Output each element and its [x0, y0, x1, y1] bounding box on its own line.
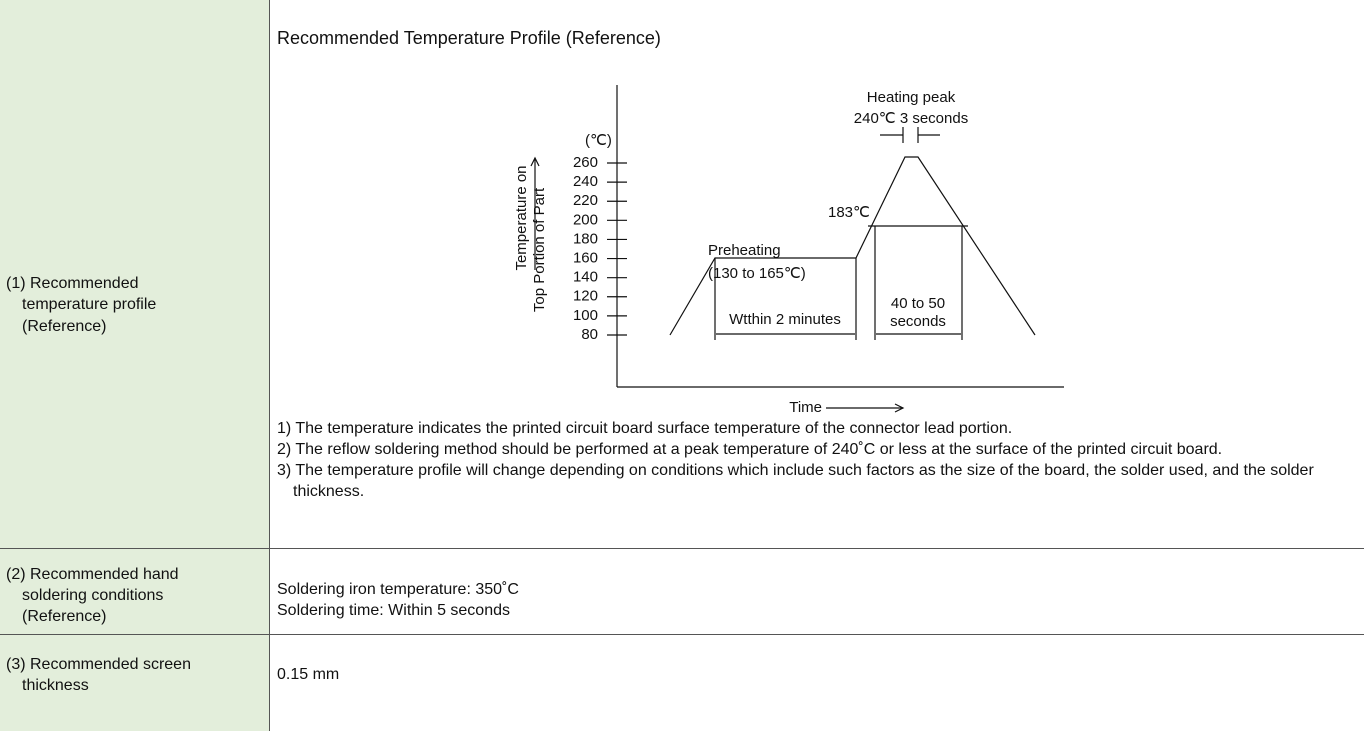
- preheat-time: Wtthin 2 minutes: [729, 311, 841, 328]
- label-cell: [0, 548, 270, 634]
- note: 1) The temperature indicates the printed…: [277, 420, 1013, 437]
- melt-time: seconds: [890, 313, 946, 330]
- note: 3) The temperature profile will change d…: [277, 462, 1314, 500]
- y-axis-label: Temperature on: [513, 165, 530, 270]
- row-divider: [0, 634, 1364, 635]
- y-tick-label: 240: [573, 173, 598, 190]
- row-label: (Reference): [22, 318, 107, 335]
- note: 2) The reflow soldering method should be…: [277, 441, 1223, 458]
- content: Soldering iron temperature: 350˚C: [277, 581, 519, 598]
- row-label: thickness: [22, 677, 89, 694]
- y-tick-label: 100: [573, 307, 598, 324]
- melt-label: 183℃: [828, 204, 870, 221]
- label-cell: [0, 0, 270, 548]
- temperature-profile-diagram: (℃) Temperature on Top Portion of Part T…: [513, 85, 1064, 416]
- y-tick-label: 120: [573, 288, 598, 305]
- y-tick-label: 160: [573, 250, 598, 267]
- row-label: (2) Recommended hand: [6, 566, 179, 583]
- preheat-label: Preheating: [708, 242, 781, 259]
- row-label: (Reference): [22, 608, 107, 625]
- y-tick-label: 140: [573, 269, 598, 286]
- row-label: temperature profile: [22, 296, 157, 313]
- x-axis-label: Time: [789, 399, 822, 416]
- content: 0.15 mm: [277, 666, 340, 683]
- notes: 1) The temperature indicates the printed…: [277, 418, 1359, 502]
- content: Soldering time: Within 5 seconds: [277, 602, 510, 619]
- heading: Recommended Temperature Profile (Referen…: [277, 28, 661, 48]
- row-label: (3) Recommended screen: [6, 656, 191, 673]
- peak-label: 240℃ 3 seconds: [854, 110, 968, 127]
- y-unit: (℃): [585, 132, 612, 149]
- label-cell: [0, 634, 270, 731]
- melt-time: 40 to 50: [891, 295, 945, 312]
- y-tick-label: 180: [573, 230, 598, 247]
- y-tick-label: 80: [581, 326, 598, 343]
- y-axis-label: Top Portion of Part: [531, 187, 548, 312]
- arrow-head: [530, 156, 540, 167]
- row-label: (1) Recommended: [6, 275, 139, 292]
- preheat-label: (130 to 165℃): [708, 265, 806, 282]
- y-tick-label: 260: [573, 154, 598, 171]
- profile-curve: [669, 156, 1036, 336]
- row-divider: [0, 548, 1364, 549]
- peak-label: Heating peak: [867, 89, 956, 106]
- y-tick-label: 200: [573, 211, 598, 228]
- row-label: soldering conditions: [22, 587, 164, 604]
- arrow-head: [894, 403, 905, 413]
- y-tick-label: 220: [573, 192, 598, 209]
